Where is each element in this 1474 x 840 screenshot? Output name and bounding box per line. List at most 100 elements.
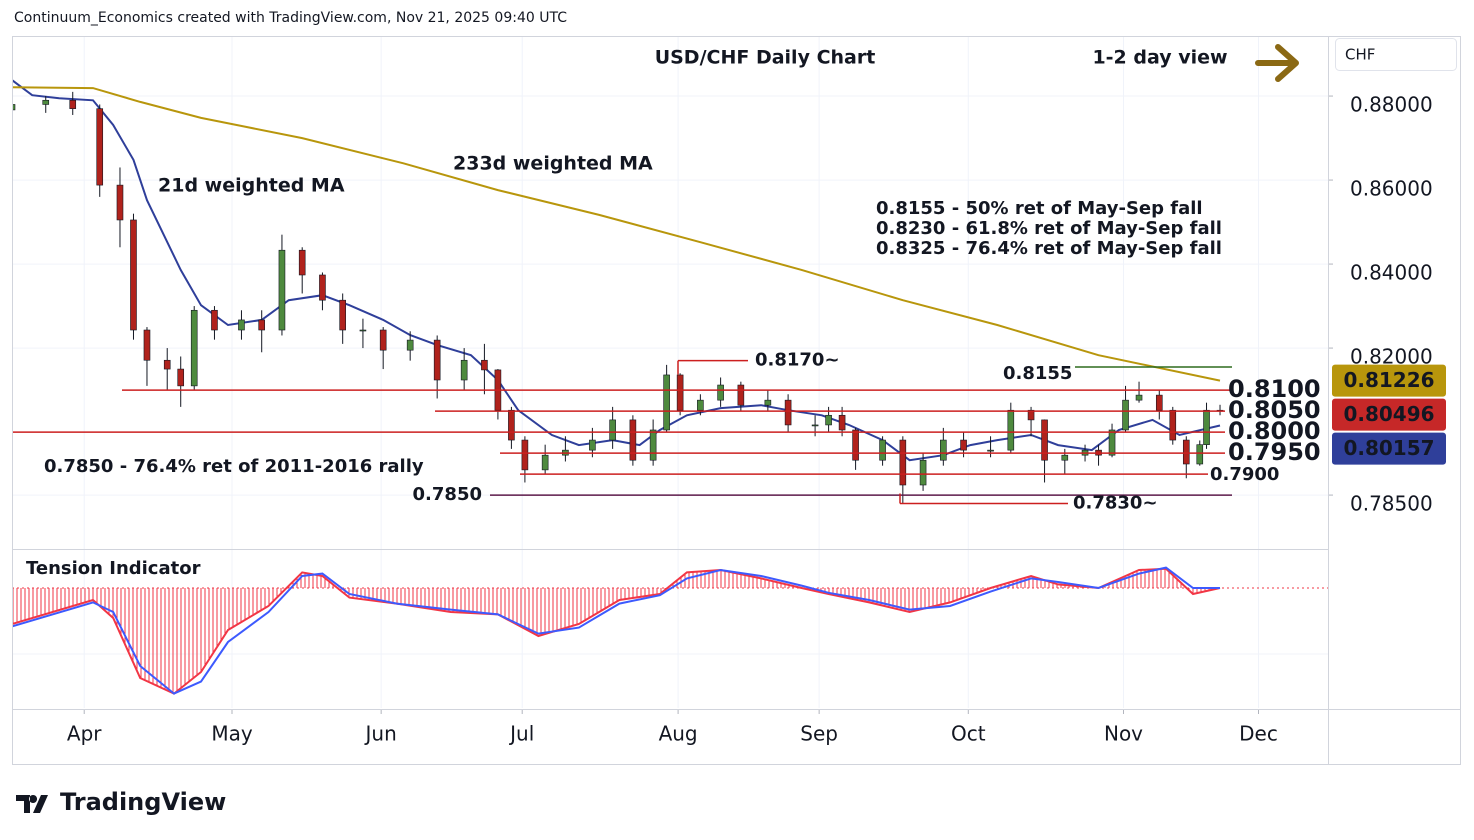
moving-average [12, 86, 1221, 382]
candle-body [609, 419, 616, 441]
candle-body [96, 108, 104, 186]
candle-body [521, 439, 529, 471]
candle-body [879, 439, 886, 461]
candle-body [238, 319, 245, 331]
candle-body [163, 359, 171, 370]
candle-body [784, 399, 792, 426]
candle-body [258, 319, 266, 331]
note: 0.8230 - 61.8% ret of May-Sep fall [876, 218, 1222, 239]
candle-body [663, 374, 670, 431]
candle-body [211, 309, 218, 331]
candle-body [339, 299, 346, 331]
candle-body [838, 414, 846, 431]
candle-body [899, 439, 907, 486]
x-tick-label: Aug [659, 722, 698, 746]
x-tick-label: Jun [364, 722, 397, 746]
candle-body [1169, 409, 1177, 441]
candle-body [1196, 444, 1204, 465]
candle-body [940, 439, 947, 461]
level-label: 0.7850 [413, 484, 482, 505]
level-label: 0.7900 [1210, 464, 1279, 485]
candle-body [825, 414, 832, 426]
candle-body [508, 409, 515, 441]
price-pane [12, 79, 1224, 504]
candle-body [629, 419, 637, 461]
indicator-pane [12, 566, 1328, 695]
direction-arrow [1255, 44, 1299, 82]
candle-body [960, 439, 967, 451]
candle-body [190, 309, 198, 387]
price-tag-label: 0.80157 [1343, 436, 1434, 460]
candle-body [433, 339, 441, 381]
candle-body [676, 374, 684, 411]
indicator-histogram [12, 568, 1221, 694]
currency-label: CHF [1345, 46, 1375, 64]
level-label: 0.7950 [1228, 438, 1321, 466]
level-label: 0.8170~ [755, 350, 840, 371]
candle-body [1027, 409, 1035, 421]
note: 0.8325 - 76.4% ret of May-Sep fall [876, 238, 1222, 259]
candle-body [359, 329, 367, 332]
candle-body [811, 424, 819, 427]
price-tag [1332, 364, 1446, 397]
candle-body [1007, 409, 1015, 451]
level-label: 0.8000 [1228, 417, 1321, 445]
y-tick-label: 0.88000 [1350, 93, 1433, 117]
x-tick-label: May [211, 722, 253, 746]
candle-body [1041, 419, 1048, 461]
ma-label: 21d weighted MA [158, 175, 345, 197]
price-tag-label: 0.81226 [1343, 368, 1434, 392]
candle-body [116, 184, 124, 221]
price-tag-label: 0.80496 [1343, 402, 1434, 426]
candle-body [737, 384, 745, 406]
candle-body [69, 99, 77, 109]
level-label: 0.8050 [1228, 396, 1321, 424]
header: Continuum_Economics created with Trading… [14, 10, 567, 26]
y-tick-label: 0.82000 [1350, 345, 1433, 369]
candle-body [1203, 409, 1210, 445]
moving-average [12, 79, 1221, 462]
brand-logo [16, 795, 48, 813]
left-note: 0.7850 - 76.4% ret of 2011-2016 rally [44, 456, 424, 477]
candle-body [130, 219, 137, 331]
level-label: 0.8155 [1003, 363, 1072, 384]
x-tick-label: Oct [951, 722, 986, 746]
candle-body [1061, 454, 1069, 461]
level-label: 0.7830~ [1073, 492, 1158, 513]
indicator-title: Tension Indicator [26, 558, 201, 579]
price-tag [1332, 432, 1446, 465]
candle-body [649, 429, 657, 461]
candle-body [541, 454, 549, 471]
candle-body [852, 429, 859, 461]
note: 0.8155 - 50% ret of May-Sep fall [876, 198, 1203, 219]
candle-body [1155, 394, 1163, 411]
y-tick-label: 0.84000 [1350, 261, 1433, 285]
candle-body [1122, 399, 1129, 431]
price-tag [1332, 398, 1446, 431]
candle-body [42, 99, 50, 105]
brand: TradingView [60, 788, 226, 816]
candle-body [1108, 429, 1116, 456]
view-label: 1-2 day view [1092, 47, 1227, 69]
candle-body [278, 249, 286, 331]
indicator-line [12, 566, 1220, 695]
candle-body [987, 449, 994, 452]
candle-body [177, 368, 185, 387]
currency-box[interactable] [1335, 38, 1457, 71]
ma-label: 233d weighted MA [453, 153, 653, 175]
chart-title: USD/CHF Daily Chart [655, 47, 876, 69]
candle-body [717, 384, 724, 401]
x-tick-label: Sep [800, 722, 838, 746]
frame [12, 36, 1461, 765]
y-tick-label: 0.78500 [1350, 492, 1433, 516]
candle-body [406, 339, 414, 351]
candle-body [298, 249, 306, 276]
candle-body [143, 329, 151, 361]
candle-body [919, 459, 927, 486]
candle-body [12, 104, 16, 111]
candle-body [1135, 394, 1143, 401]
candle-body [319, 274, 326, 301]
x-tick-label: Apr [67, 722, 102, 746]
